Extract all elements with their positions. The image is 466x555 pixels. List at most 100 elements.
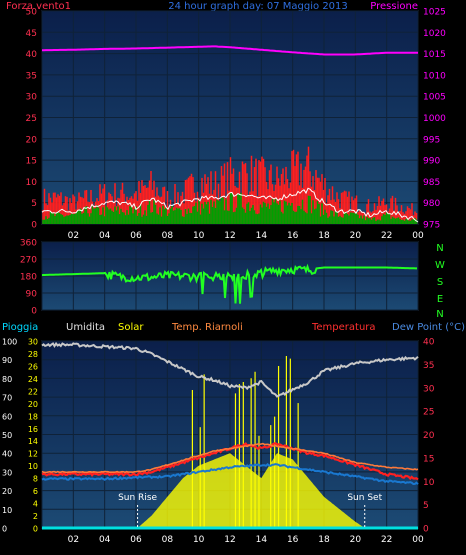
temperature-y-tick-label: 10: [423, 478, 435, 488]
wind-x-tick-label: 22: [381, 231, 392, 241]
pressure-y-tick-label: 1010: [423, 71, 446, 81]
weather-x-tick-label: 20: [350, 535, 362, 545]
wind-y-tick-label: 35: [26, 71, 37, 81]
wind-chart-label: Forza vento1: [6, 1, 71, 12]
humidity-y-tick-label: 20: [2, 487, 12, 496]
wind-x-tick-label: 06: [130, 231, 142, 241]
pressure-line: [42, 45, 418, 56]
wind-direction-line: [41, 263, 417, 304]
solar-y-tick-label: 14: [28, 437, 38, 446]
weather-x-tick-label: 14: [256, 535, 268, 545]
weather-x-tick-label: 10: [193, 535, 205, 545]
pressure-chart-label: Pressione: [370, 1, 418, 12]
temperature-y-tick-label: 0: [423, 525, 429, 535]
humidity-y-tick-label: 60: [2, 412, 12, 421]
solar-y-tick-label: 6: [33, 487, 38, 496]
humidity-legend: Umidita: [66, 322, 105, 333]
wind-x-tick-label: 04: [99, 231, 111, 241]
temperature-y-tick-label: 20: [423, 431, 435, 441]
dewpoint-line: [41, 463, 419, 486]
wind-y-tick-label: 25: [26, 114, 37, 124]
temperature-y-tick-label: 40: [423, 338, 435, 348]
humidity-y-tick-label: 100: [2, 338, 17, 347]
pressure-y-tick-label: 1000: [423, 114, 446, 124]
direction-y-tick-label: 90: [26, 290, 38, 300]
pressure-y-tick-label: 990: [423, 157, 440, 167]
wind-x-tick-label: 10: [193, 231, 205, 241]
weather-x-tick-label: 06: [130, 535, 142, 545]
pressure-y-tick-label: 1020: [423, 29, 446, 39]
wind-x-tick-label: 16: [287, 231, 299, 241]
rain-legend: Pioggia: [2, 322, 38, 333]
weather-x-tick-label: 18: [318, 535, 330, 545]
pressure-y-tick-label: 980: [423, 199, 440, 209]
solar-y-tick-label: 8: [33, 475, 38, 484]
page-title: 24 hour graph day: 07 Maggio 2013: [168, 1, 348, 12]
wind-pressure-panel: 0510152025303540455097598098599099510001…: [26, 8, 447, 242]
weather-x-tick-label: 16: [287, 535, 299, 545]
humidity-y-tick-label: 10: [2, 506, 12, 515]
solar-y-tick-label: 22: [28, 387, 38, 396]
solar-y-tick-label: 18: [28, 412, 38, 421]
temperature-y-tick-label: 30: [423, 384, 435, 394]
solar-legend: Solar: [118, 322, 144, 333]
solar-y-tick-label: 30: [28, 338, 38, 347]
wind-x-tick-label: 14: [256, 231, 268, 241]
solar-y-tick-label: 26: [28, 362, 38, 371]
solar-y-tick-label: 10: [28, 462, 38, 471]
pressure-y-tick-label: 995: [423, 135, 440, 145]
direction-label-s: S: [437, 277, 443, 288]
temperature-y-tick-label: 15: [423, 454, 434, 464]
temperature-line: [41, 441, 419, 481]
humidity-y-tick-label: 50: [2, 431, 12, 440]
wind-y-tick-label: 20: [26, 135, 38, 145]
weather-x-tick-label: 04: [99, 535, 111, 545]
weather-x-tick-label: 12: [224, 535, 235, 545]
weather-x-tick-label: 08: [162, 535, 174, 545]
pressure-y-tick-label: 985: [423, 178, 440, 188]
direction-y-tick-label: 270: [20, 256, 37, 266]
humidity-line: [41, 341, 419, 398]
pressure-y-tick-label: 1015: [423, 50, 446, 60]
dewpoint-legend: Dew Point (°C): [392, 322, 465, 333]
temp-riarnoli-line: [41, 442, 419, 474]
direction-label-w: W: [435, 260, 445, 271]
solar-y-tick-label: 20: [28, 400, 38, 409]
wind-direction-panel: 0 90 180 270 360 N W S E N: [20, 239, 445, 321]
sun-set-label: Sun Set: [347, 493, 382, 503]
direction-y-tick-label: 180: [20, 273, 37, 283]
humidity-y-tick-label: 80: [2, 375, 12, 384]
direction-label-e: E: [437, 294, 443, 305]
weather-x-tick-label: 02: [68, 535, 79, 545]
pressure-y-tick-label: 975: [423, 221, 440, 231]
temperature-y-tick-label: 35: [423, 361, 434, 371]
wind-y-tick-label: 45: [26, 29, 37, 39]
wind-y-tick-label: 5: [31, 199, 37, 209]
solar-y-tick-label: 24: [28, 375, 38, 384]
sun-rise-label: Sun Rise: [118, 493, 157, 503]
wind-y-tick-label: 10: [26, 178, 38, 188]
weather-x-tick-label: 00: [412, 535, 424, 545]
wind-x-tick-label: 18: [318, 231, 330, 241]
solar-y-tick-label: 16: [28, 425, 38, 434]
direction-label-n-bottom: N: [436, 309, 443, 320]
humidity-y-tick-label: 70: [2, 394, 12, 403]
wind-y-tick-label: 0: [31, 221, 37, 231]
direction-y-tick-label: 360: [20, 239, 37, 249]
wind-x-tick-label: 12: [224, 231, 235, 241]
solar-y-tick-label: 0: [33, 525, 38, 534]
solar-y-tick-label: 12: [28, 450, 38, 459]
pressure-y-tick-label: 1005: [423, 93, 446, 103]
humidity-y-tick-label: 90: [2, 356, 12, 365]
temp-riarnoli-legend: Temp. Riarnoli: [171, 322, 243, 333]
wind-x-tick-label: 20: [350, 231, 362, 241]
wind-y-tick-label: 50: [26, 8, 38, 18]
temperature-y-tick-label: 5: [423, 501, 429, 511]
wind-series-line: [41, 187, 419, 223]
wind-x-tick-label: 00: [412, 231, 424, 241]
wind-y-tick-label: 30: [26, 93, 38, 103]
solar-y-tick-label: 4: [33, 500, 38, 509]
weather-x-tick-label: 22: [381, 535, 392, 545]
solar-y-tick-label: 2: [33, 512, 38, 521]
wind-y-tick-label: 15: [26, 157, 37, 167]
